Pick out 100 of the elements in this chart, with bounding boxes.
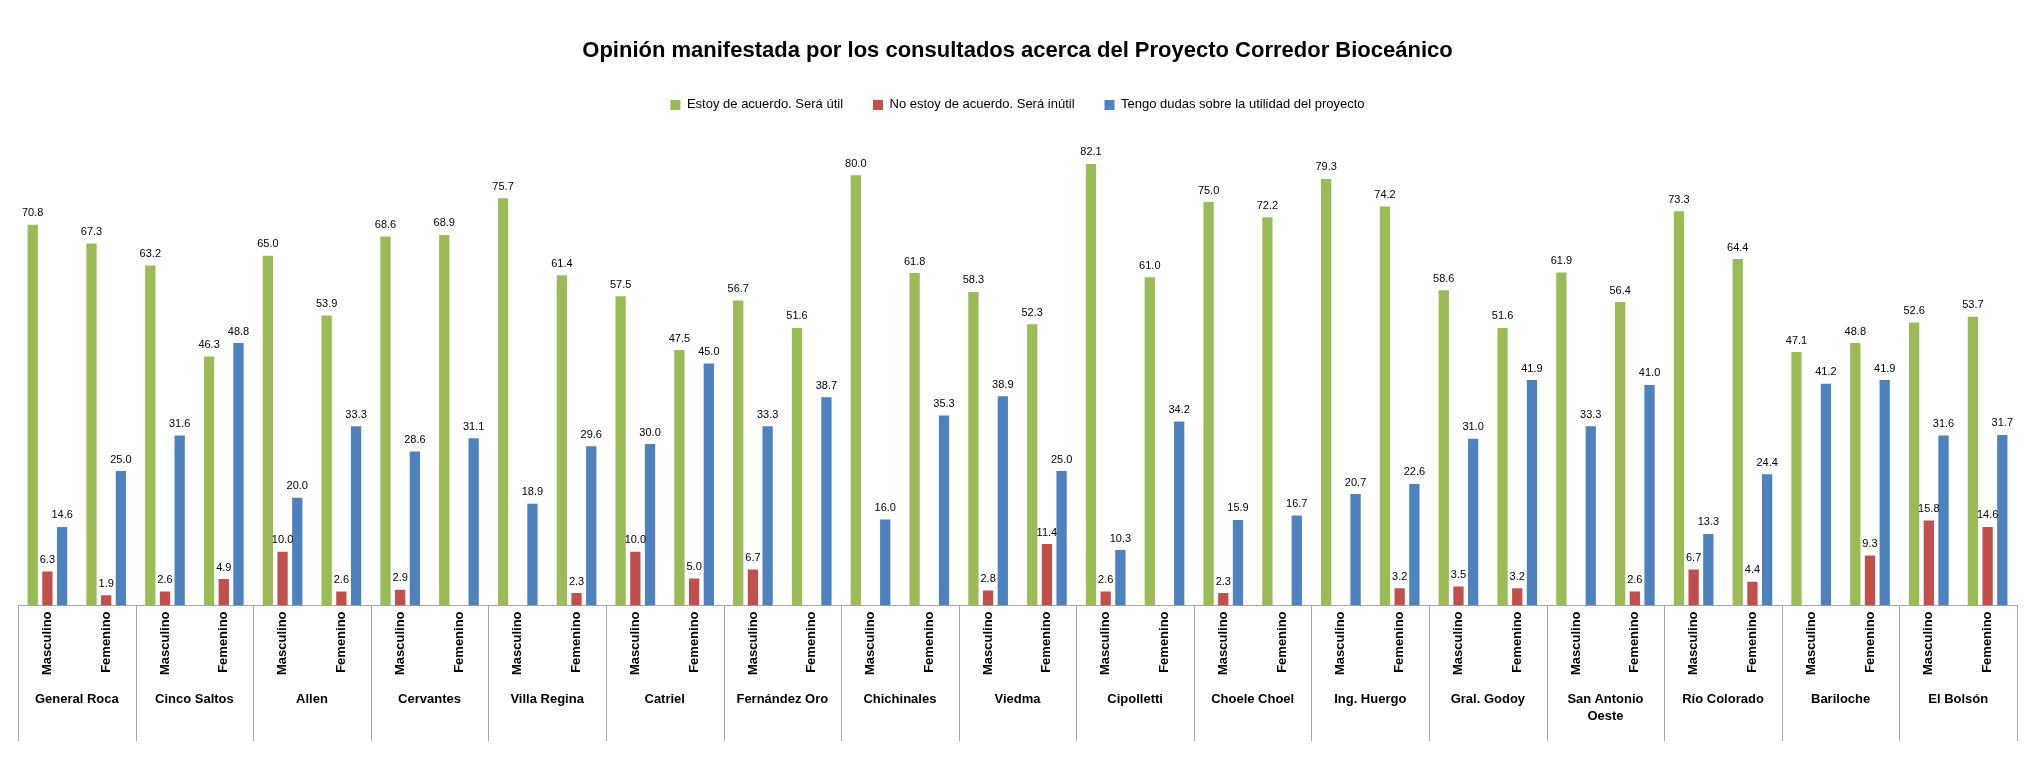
bar: [1350, 494, 1361, 606]
data-label: 56.4: [1609, 283, 1631, 296]
data-label: 4.9: [216, 560, 232, 573]
bar: [909, 273, 920, 606]
data-label: 68.6: [374, 218, 397, 231]
data-label: 61.4: [551, 256, 573, 269]
bar: [145, 265, 156, 606]
bar: [1085, 163, 1097, 606]
data-label: 30.0: [639, 425, 661, 438]
bar: [1732, 259, 1743, 606]
data-label: 22.6: [1403, 465, 1426, 478]
x-tick-label: Masculino: [38, 611, 54, 676]
data-label: 41.0: [1638, 366, 1661, 379]
bar: [1644, 384, 1655, 606]
x-tick-label: Femenino: [332, 611, 348, 673]
bar: [1453, 586, 1464, 606]
data-label: 2.6: [1098, 572, 1114, 585]
data-label: 51.6: [786, 309, 808, 322]
bar: [1879, 380, 1890, 606]
data-label: 51.6: [1491, 309, 1514, 322]
data-label: 25.0: [110, 452, 132, 465]
bar: [1438, 290, 1449, 606]
x-tick-label: Femenino: [920, 611, 936, 673]
text: Fernández Oro: [736, 691, 829, 707]
bar: [1468, 438, 1479, 606]
data-label: 64.4: [1727, 240, 1749, 253]
x-tick-label: Femenino: [1508, 611, 1524, 673]
bar: [203, 356, 215, 606]
data-label: 1.9: [98, 576, 114, 589]
bar: [218, 579, 229, 606]
data-label: 58.6: [1433, 271, 1455, 284]
bar: [571, 593, 582, 606]
bar: [42, 571, 53, 606]
x-tick-label: Masculino: [1802, 611, 1818, 676]
bar: [586, 446, 597, 606]
data-label: 15.8: [1918, 501, 1940, 514]
bar: [1394, 588, 1405, 606]
data-label: 75.0: [1197, 183, 1220, 196]
bar: [615, 296, 626, 606]
data-label: 45.0: [698, 344, 720, 357]
data-label: 6.7: [1685, 550, 1702, 563]
data-label: 53.7: [1962, 298, 1984, 311]
data-label: 79.3: [1315, 160, 1337, 173]
data-label: 48.8: [227, 324, 250, 337]
data-label: 4.4: [1744, 563, 1761, 576]
data-label: 31.0: [1462, 420, 1484, 433]
legend-label: No estoy de acuerdo. Será inútil: [889, 96, 1075, 112]
text: Bariloche: [1810, 691, 1871, 707]
bar: [1556, 272, 1567, 606]
bar: [762, 426, 773, 606]
bar: [395, 589, 406, 606]
data-label: 74.2: [1374, 187, 1396, 200]
bar: [1291, 515, 1302, 606]
bar: [703, 363, 714, 606]
data-label: 41.2: [1815, 365, 1837, 378]
bar: [1820, 383, 1832, 606]
data-label: 70.8: [21, 206, 44, 219]
data-label: 2.3: [1215, 574, 1231, 587]
bar: [409, 451, 421, 606]
data-label: 31.6: [168, 417, 191, 430]
data-label: 61.0: [1139, 258, 1161, 271]
bar: [1703, 533, 1714, 606]
bar: [1850, 342, 1861, 606]
bar: [997, 396, 1008, 606]
bar: [56, 526, 68, 606]
data-label: 56.7: [727, 282, 749, 295]
bar: [1144, 277, 1155, 606]
bar: [277, 551, 288, 606]
bar: [1232, 519, 1244, 606]
bar: [1027, 324, 1038, 606]
data-label: 10.3: [1109, 531, 1132, 544]
bar: [968, 291, 979, 606]
text: Cipolletti: [1107, 691, 1163, 707]
data-label: 41.9: [1521, 361, 1543, 374]
x-tick-label: Masculino: [744, 611, 760, 676]
bar: [1379, 206, 1391, 606]
data-label: 63.2: [139, 247, 161, 260]
data-label: 41.9: [1874, 361, 1896, 374]
data-label: 2.6: [1627, 572, 1643, 585]
data-label: 2.8: [980, 571, 996, 584]
bar: [1526, 380, 1538, 606]
data-label: 33.3: [1580, 407, 1602, 420]
data-label: 3.5: [1450, 568, 1467, 581]
data-label: 3.2: [1392, 569, 1408, 582]
data-label: 31.7: [1991, 416, 2014, 429]
x-tick-label: Femenino: [1038, 611, 1054, 673]
data-label: 75.7: [492, 179, 514, 192]
bar: [850, 175, 861, 606]
bar: [1115, 550, 1126, 606]
data-label: 31.6: [1932, 417, 1955, 430]
text: Gral. Godoy: [1450, 691, 1526, 707]
data-label: 9.3: [1862, 536, 1878, 549]
bar: [982, 590, 994, 606]
data-label: 28.6: [404, 433, 426, 446]
bar: [1512, 588, 1523, 606]
bar: [1967, 316, 1979, 606]
legend-label: Tengo dudas sobre la utilidad del proyecto: [1121, 96, 1365, 112]
bar: [1629, 591, 1640, 606]
bar: [233, 342, 244, 606]
data-label: 35.3: [933, 397, 955, 410]
